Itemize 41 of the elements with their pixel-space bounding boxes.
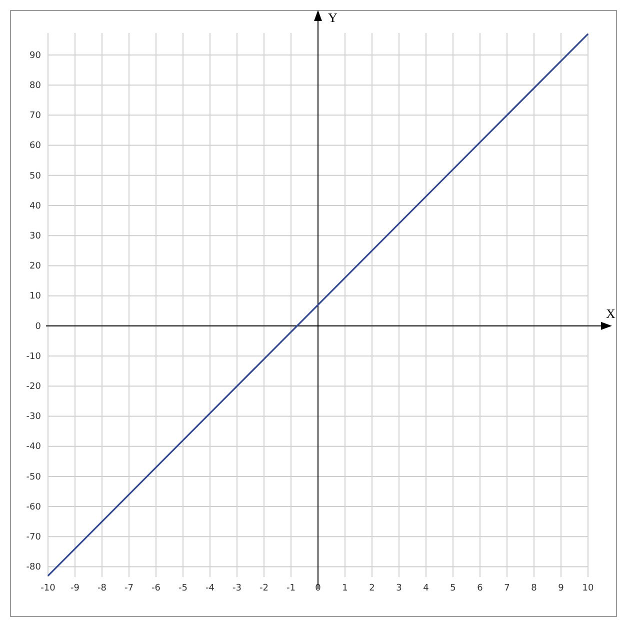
x-tick-label: 2 — [369, 583, 375, 594]
x-tick-label: -9 — [70, 583, 80, 594]
x-tick-label: 10 — [582, 583, 594, 594]
y-tick-label: 40 — [30, 201, 42, 212]
x-tick-label: 7 — [504, 583, 510, 594]
y-tick-label: 20 — [30, 262, 42, 272]
y-tick-label: 90 — [30, 50, 42, 61]
y-tick-label: -50 — [26, 472, 42, 482]
y-tick-label: -10 — [26, 352, 42, 362]
y-tick-label: 70 — [30, 111, 42, 122]
x-tick-label: -2 — [260, 583, 268, 594]
x-tick-label: -8 — [98, 583, 107, 594]
x-tick-label: 0 — [315, 583, 322, 594]
x-tick-label: -10 — [40, 583, 56, 594]
y-tick-label: 0 — [35, 322, 42, 332]
x-tick-label: 1 — [342, 583, 348, 594]
y-tick-label: -60 — [26, 502, 42, 512]
y-tick-label: -70 — [26, 532, 42, 543]
y-tick-label: -30 — [26, 412, 42, 422]
y-tick-label: 80 — [30, 80, 42, 91]
y-tick-label: 10 — [30, 292, 42, 302]
y-tick-label: -20 — [26, 382, 42, 392]
x-tick-label: -1 — [286, 583, 296, 594]
x-axis-title: X — [606, 306, 616, 321]
y-tick-label: 30 — [30, 231, 42, 242]
x-tick-label: 9 — [558, 583, 564, 594]
x-tick-label: 5 — [450, 583, 456, 594]
x-tick-label: -6 — [152, 583, 161, 594]
y-tick-label: -40 — [26, 442, 42, 452]
x-tick-label: 3 — [396, 583, 402, 594]
x-tick-label: -4 — [206, 583, 215, 594]
x-tick-label: -5 — [178, 583, 188, 594]
y-tick-label: 60 — [30, 141, 42, 152]
y-tick-label: 50 — [30, 171, 42, 182]
y-tick-label: -80 — [26, 562, 42, 573]
y-axis-title: Y — [328, 10, 338, 25]
x-tick-label: 4 — [423, 583, 430, 594]
x-tick-label: -3 — [232, 583, 242, 594]
x-tick-label: 8 — [531, 583, 538, 594]
x-tick-label: -7 — [124, 583, 134, 594]
x-tick-label: 6 — [477, 583, 484, 594]
